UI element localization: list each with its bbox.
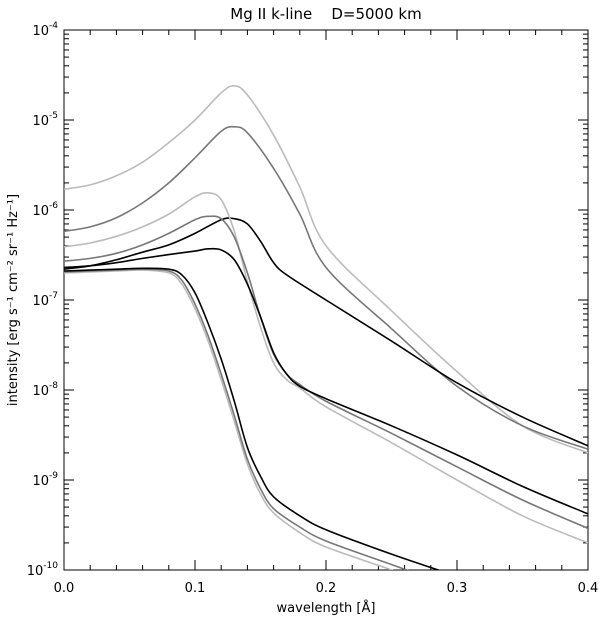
x-axis-title: wavelength [Å] [277, 600, 376, 616]
series-lines [64, 84, 588, 570]
y-tick-label: 10-4 [32, 21, 58, 39]
x-tick-label: 0.4 [578, 581, 599, 596]
y-tick-label: 10-8 [32, 381, 58, 399]
series-line-7 [64, 269, 394, 570]
y-tick-label-exponent: -9 [49, 471, 58, 481]
series-line-9 [64, 267, 441, 570]
series-line-8 [64, 268, 410, 570]
y-tick-label: 10-7 [32, 291, 58, 309]
chart-title: Mg II k-line D=5000 km [230, 5, 421, 23]
y-tick-label-base: 10 [32, 294, 49, 309]
y-tick-label: 10-5 [32, 111, 58, 129]
x-tick-label: 0.1 [185, 581, 206, 596]
y-tick-label: 10-9 [32, 471, 58, 489]
series-line-6 [64, 247, 588, 515]
y-tick-label: 10-6 [32, 201, 58, 219]
y-tick-label-base: 10 [32, 204, 49, 219]
y-tick-label-base: 10 [32, 114, 49, 129]
series-line-3 [64, 217, 588, 447]
y-tick-label-exponent: -4 [49, 21, 58, 31]
y-tick-label-base: 10 [32, 24, 49, 39]
y-tick-label-base: 10 [32, 384, 49, 399]
y-tick-label-exponent: -5 [49, 111, 58, 121]
series-line-5 [64, 215, 588, 530]
y-tick-label-exponent: -6 [49, 201, 58, 211]
y-tick-label-exponent: -10 [43, 561, 58, 571]
x-tick-label: 0.2 [316, 581, 337, 596]
y-tick-label-exponent: -8 [49, 381, 58, 391]
y-axis-title: intensity [erg s⁻¹ cm⁻² sr⁻¹ Hz⁻¹] [6, 194, 21, 406]
y-tick-label: 10-10 [27, 561, 59, 579]
x-tick-label: 0.0 [54, 581, 75, 596]
axis-tick-labels: 0.0 0.1 0.2 0.3 0.410-1010-910-810-710-610-5… [27, 21, 599, 596]
series-line-1 [64, 84, 588, 454]
axis-ticks [63, 29, 589, 571]
y-tick-label-base: 10 [32, 474, 49, 489]
y-tick-label-exponent: -7 [49, 291, 58, 301]
x-tick-label: 0.3 [447, 581, 468, 596]
y-tick-label-base: 10 [27, 564, 44, 579]
